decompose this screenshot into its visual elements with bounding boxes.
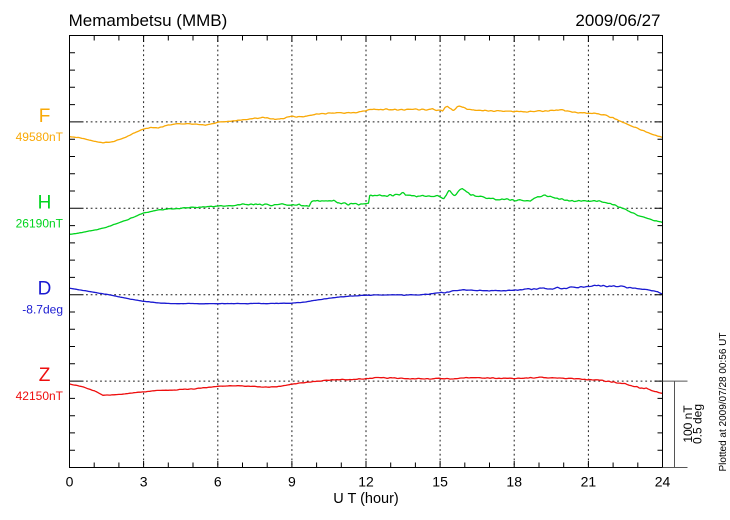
svg-text:21: 21 (581, 474, 597, 490)
svg-text:6: 6 (214, 474, 222, 490)
svg-text:26190nT: 26190nT (16, 216, 64, 230)
svg-text:0: 0 (66, 474, 74, 490)
svg-text:F: F (39, 106, 51, 127)
svg-text:H: H (38, 192, 52, 213)
svg-text:49580nT: 49580nT (16, 130, 64, 144)
svg-text:15: 15 (432, 474, 448, 490)
svg-text:12: 12 (358, 474, 374, 490)
svg-text:42150nT: 42150nT (16, 389, 64, 403)
svg-text:Z: Z (39, 365, 51, 386)
svg-text:9: 9 (288, 474, 296, 490)
svg-text:24: 24 (655, 474, 671, 490)
svg-text:0.5 deg: 0.5 deg (691, 404, 705, 444)
svg-text:2009/06/27: 2009/06/27 (575, 11, 660, 30)
svg-text:-8.7deg: -8.7deg (22, 303, 63, 317)
svg-text:U T (hour): U T (hour) (333, 491, 399, 507)
svg-text:100 nT: 100 nT (681, 405, 695, 443)
svg-text:D: D (38, 279, 52, 300)
svg-text:3: 3 (140, 474, 148, 490)
svg-text:Memambetsu (MMB): Memambetsu (MMB) (69, 11, 228, 30)
svg-text:18: 18 (506, 474, 522, 490)
svg-text:Plotted at 2009/07/28 00:56 UT: Plotted at 2009/07/28 00:56 UT (718, 333, 729, 472)
